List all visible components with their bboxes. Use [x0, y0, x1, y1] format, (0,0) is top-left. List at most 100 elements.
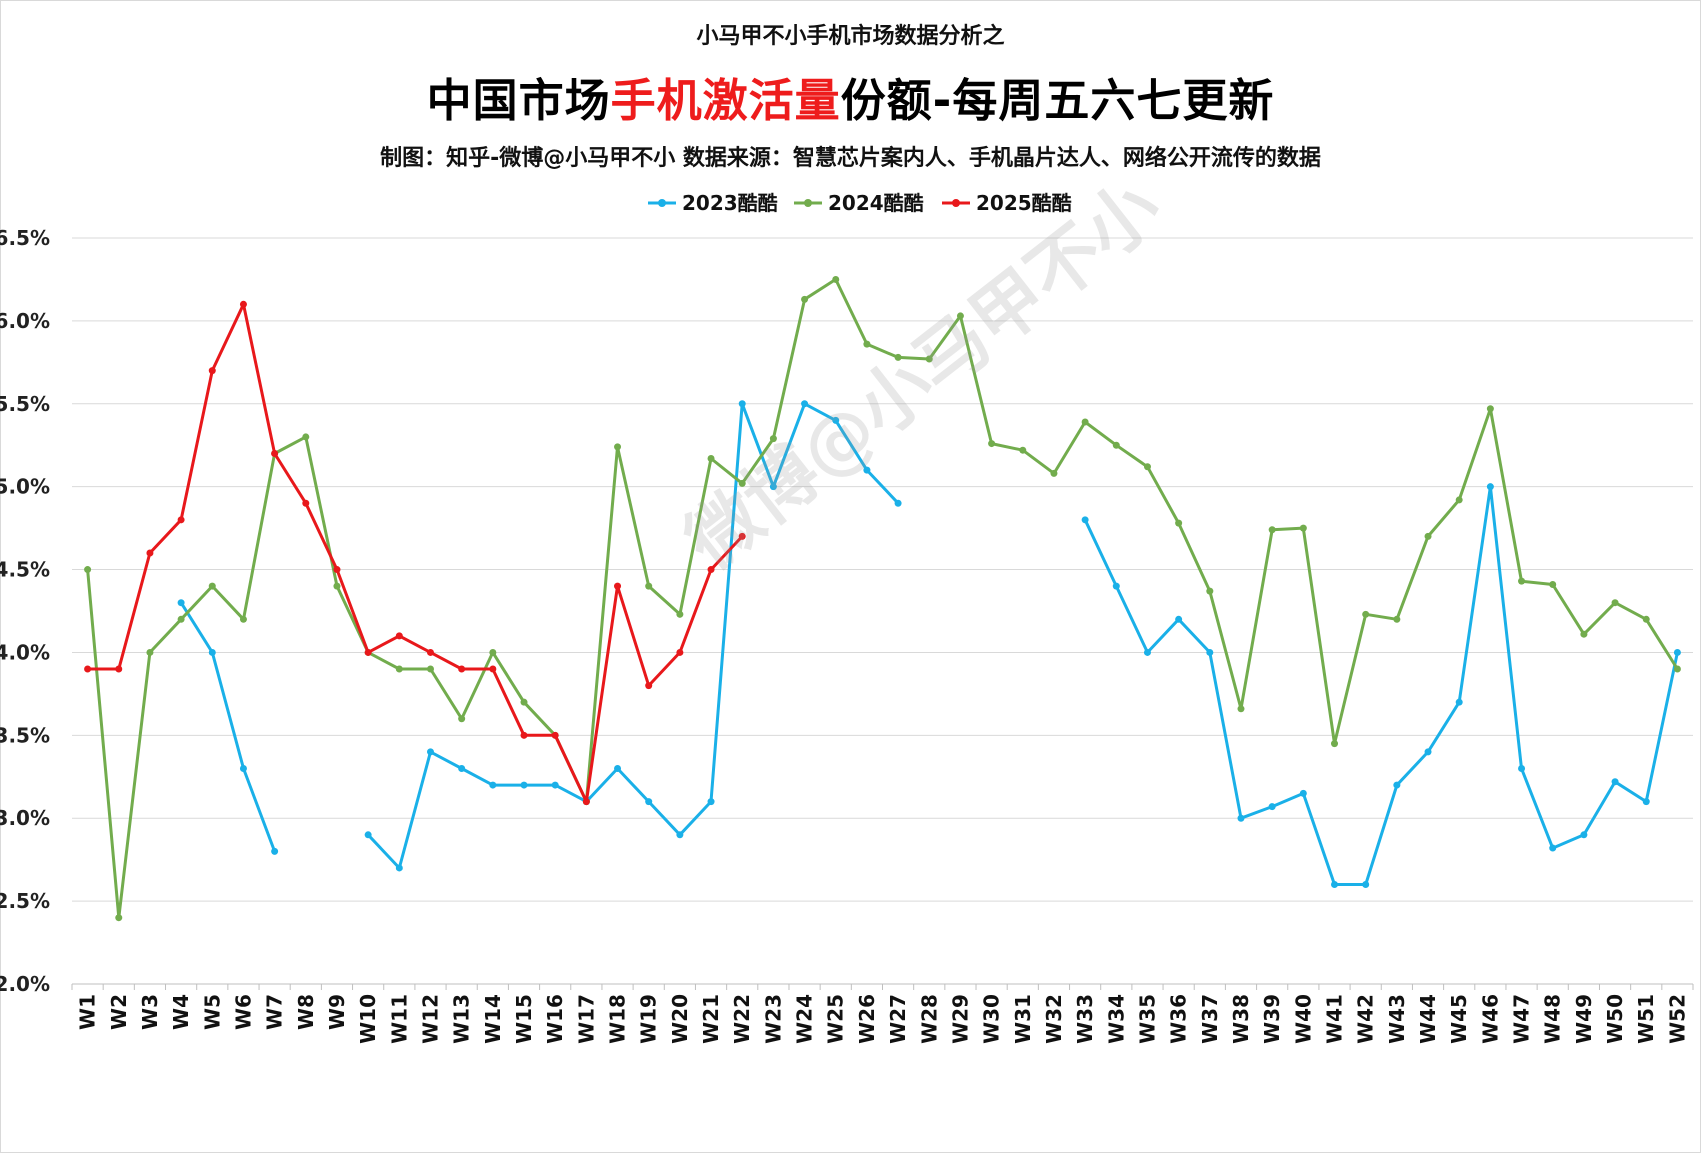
data-point [1206, 587, 1214, 595]
x-tick-label: W22 [730, 994, 754, 1044]
data-point [333, 566, 341, 574]
x-tick-label: W32 [1042, 994, 1066, 1044]
data-point [1175, 519, 1183, 527]
data-point [1518, 577, 1526, 585]
data-point [520, 698, 528, 706]
data-point [1299, 524, 1307, 532]
data-point [1081, 516, 1089, 524]
x-tick-label: W24 [793, 994, 817, 1044]
x-tick-label: W2 [107, 994, 131, 1030]
title-prefix: 中国市场 [426, 74, 611, 127]
x-tick-label: W13 [450, 994, 474, 1044]
data-point [801, 400, 809, 408]
data-point [645, 798, 653, 806]
series-line [86, 302, 744, 804]
data-point [676, 648, 684, 656]
y-tick-label: 3.5% [0, 723, 50, 747]
y-tick-label: 2.5% [0, 889, 50, 913]
data-point [208, 582, 216, 590]
x-tick-label: W23 [761, 994, 785, 1044]
data-point [769, 483, 777, 491]
data-point [551, 731, 559, 739]
data-point [676, 610, 684, 618]
x-tick-label: W44 [1416, 994, 1440, 1044]
data-point [614, 443, 622, 451]
data-point [894, 353, 902, 361]
x-tick-label: W52 [1665, 994, 1689, 1044]
x-tick-label: W9 [325, 994, 349, 1030]
data-point [1486, 483, 1494, 491]
data-point [1393, 615, 1401, 623]
data-point [738, 479, 746, 487]
data-point [302, 499, 310, 507]
chart-credits: 制图：知乎-微博@小马甲不小 数据来源：智慧芯片案内人、手机晶片达人、网络公开流… [380, 146, 1321, 171]
data-point [1580, 831, 1588, 839]
data-point [1019, 446, 1027, 454]
data-point [1362, 881, 1370, 889]
x-tick-label: W25 [824, 994, 848, 1044]
data-point [115, 665, 123, 673]
data-point [551, 781, 559, 789]
data-point [1455, 698, 1463, 706]
data-point [1642, 615, 1650, 623]
data-point [738, 532, 746, 540]
data-point [645, 682, 653, 690]
data-point [707, 454, 715, 462]
series-line [1083, 485, 1679, 886]
series-line [86, 277, 1679, 920]
x-tick-label: W4 [169, 994, 193, 1030]
data-point [988, 440, 996, 448]
data-point [1549, 844, 1557, 852]
y-tick-label: 2.0% [0, 972, 50, 996]
data-point [364, 648, 372, 656]
data-point [1206, 648, 1214, 656]
data-point [426, 665, 434, 673]
data-point [614, 764, 622, 772]
x-tick-label: W31 [1011, 994, 1035, 1044]
legend-swatch-marker [952, 199, 960, 207]
data-point [426, 748, 434, 756]
x-tick-label: W11 [387, 994, 411, 1044]
x-tick-label: W10 [356, 994, 380, 1044]
x-tick-label: W5 [200, 994, 224, 1030]
x-tick-label: W26 [855, 994, 879, 1044]
chart-kicker: 小马甲不小手机市场数据分析之 [696, 24, 1005, 49]
data-point [271, 450, 279, 458]
data-point [956, 312, 964, 320]
chart-title: 中国市场手机激活量份额-每周五六七更新 [0, 64, 1701, 129]
data-point [707, 798, 715, 806]
data-point [1050, 469, 1058, 477]
data-point [801, 295, 809, 303]
x-tick-label: W42 [1354, 994, 1378, 1044]
data-point [1175, 615, 1183, 623]
data-point [395, 864, 403, 872]
data-point [614, 582, 622, 590]
legend-label: 2023酷酷 [682, 191, 778, 215]
x-tick-label: W21 [699, 994, 723, 1044]
x-tick-label: W8 [294, 994, 318, 1030]
data-point [832, 275, 840, 283]
x-tick-label: W20 [668, 994, 692, 1044]
data-point [489, 665, 497, 673]
data-point [1081, 418, 1089, 426]
data-point [239, 764, 247, 772]
series-line [179, 601, 277, 853]
data-point [1673, 665, 1681, 673]
x-tick-label: W27 [886, 994, 910, 1044]
x-tick-label: W39 [1260, 994, 1284, 1044]
x-tick-label: W48 [1541, 994, 1565, 1044]
title-suffix: 份额-每周五六七更新 [840, 74, 1275, 127]
x-tick-label: W29 [948, 994, 972, 1044]
title-highlight: 手机激活量 [610, 74, 841, 127]
y-tick-label: 4.5% [0, 558, 50, 582]
data-point [676, 831, 684, 839]
data-point [1455, 496, 1463, 504]
data-point [458, 764, 466, 772]
y-tick-label: 5.5% [0, 392, 50, 416]
x-tick-label: W30 [980, 994, 1004, 1044]
data-point [395, 632, 403, 640]
y-tick-label: 5.0% [0, 475, 50, 499]
data-point [1143, 463, 1151, 471]
legend-label: 2025酷酷 [976, 191, 1072, 215]
legend-swatch-marker [804, 199, 812, 207]
